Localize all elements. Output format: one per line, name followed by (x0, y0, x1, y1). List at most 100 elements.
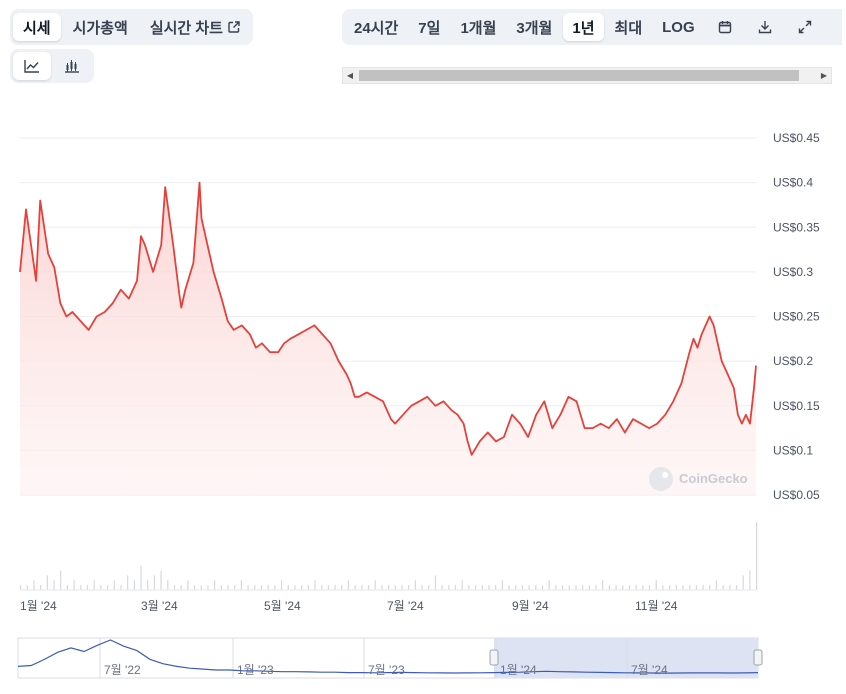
y-axis: US$0.05 US$0.1 US$0.15 US$0.2 US$0.25 US$0.3 U… (773, 131, 820, 502)
volume-bar (682, 585, 684, 590)
x-tick-label: 9월 '24 (512, 599, 549, 613)
y-tick-label: US$0.05 (773, 488, 820, 502)
volume-bar (267, 585, 269, 590)
line-chart-button[interactable] (13, 52, 51, 80)
y-tick-label: US$0.25 (773, 310, 820, 324)
navigator-right-handle[interactable] (753, 649, 763, 666)
volume-bar (461, 580, 463, 590)
range-1y-label: 1년 (572, 19, 595, 37)
range-1m-label: 1개월 (460, 19, 497, 37)
volume-bar (294, 585, 296, 590)
volume-bar (33, 580, 35, 590)
volume-bar (180, 585, 182, 590)
date-range-button[interactable] (706, 13, 744, 41)
price-chart[interactable]: US$0.05 US$0.1 US$0.15 US$0.2 US$0.25 US$0.3 U… (0, 100, 846, 620)
range-1m[interactable]: 1개월 (451, 13, 505, 41)
volume-bar (508, 585, 510, 590)
volume-bar (361, 585, 363, 590)
volume-bar (568, 585, 570, 590)
expand-button[interactable] (786, 13, 824, 41)
volume-bar (287, 585, 289, 590)
volume-bar (481, 585, 483, 590)
range-7d[interactable]: 7일 (409, 13, 449, 41)
volume-bar (234, 585, 236, 590)
volume-bar (80, 585, 82, 590)
range-24h-label: 24시간 (354, 19, 399, 37)
range-3m-label: 3개월 (516, 19, 553, 37)
volume-bar (695, 585, 697, 590)
volume-bar (20, 585, 22, 590)
volume-bar (488, 585, 490, 590)
volume-bar (515, 585, 517, 590)
volume-bar (675, 585, 677, 590)
volume-bar (140, 565, 142, 590)
range-3m[interactable]: 3개월 (507, 13, 561, 41)
volume-bar (575, 585, 577, 590)
scroll-right-icon[interactable]: ▶ (820, 71, 828, 80)
download-button[interactable] (746, 13, 784, 41)
volume-bar (147, 580, 149, 590)
volume-bar (561, 585, 564, 590)
volume-bar (535, 585, 537, 590)
price-line (19, 181, 757, 456)
navigator-label: 1월 '24 (500, 663, 537, 677)
x-tick-label: 1월 '24 (20, 599, 57, 613)
volume-bar (548, 580, 550, 590)
navigator-label: 7월 '22 (104, 663, 141, 677)
scroll-left-icon[interactable]: ◀ (346, 71, 354, 80)
volume-bar (742, 575, 744, 590)
volume-bar (528, 585, 530, 590)
volume-bar (615, 585, 617, 590)
range-max[interactable]: 최대 (606, 13, 652, 41)
coingecko-logo-icon (649, 467, 673, 491)
volume-bar (388, 585, 390, 590)
volume-bar (113, 580, 115, 590)
volume-bar (367, 585, 370, 590)
volume-bar (160, 570, 162, 590)
volume-bar (582, 585, 584, 590)
volume-bar (749, 570, 751, 590)
volume-bar (655, 580, 657, 590)
tab-price[interactable]: 시세 (13, 13, 61, 41)
line-chart-icon (24, 59, 40, 73)
volume-bar (662, 585, 664, 590)
volume-bar (334, 585, 336, 590)
navigator-left-handle[interactable] (489, 649, 499, 666)
volume-bars (20, 522, 758, 591)
range-24h[interactable]: 24시간 (345, 13, 407, 41)
tab-live-chart[interactable]: 실시간 차트 (140, 13, 250, 41)
volume-bar (127, 575, 129, 590)
y-tick-label: US$0.3 (773, 265, 813, 279)
volume-bar (441, 585, 443, 590)
watermark-text: CoinGecko (679, 471, 748, 486)
candlestick-chart-button[interactable] (53, 52, 91, 80)
volume-bar (66, 585, 69, 590)
volume-bar (715, 580, 718, 590)
volume-bar (709, 585, 711, 590)
navigator-labels: 7월 '22 1월 '23 7월 '23 1월 '24 7월 '24 (104, 663, 668, 677)
volume-bar (274, 585, 276, 590)
volume-bar (454, 585, 457, 590)
volume-bar (448, 585, 450, 590)
tab-market-cap[interactable]: 시가총액 (63, 13, 138, 41)
volume-bar (214, 580, 216, 590)
range-log[interactable]: LOG (653, 13, 704, 41)
volume-bar (521, 585, 524, 590)
scrollbar-thumb[interactable] (359, 70, 799, 81)
range-log-label: LOG (662, 18, 695, 36)
volume-bar (729, 585, 731, 590)
range-1y[interactable]: 1년 (563, 13, 604, 41)
volume-bar (628, 585, 631, 590)
view-tabs: 시세 시가총액 실시간 차트 (10, 9, 253, 45)
volume-bar (756, 522, 758, 590)
volume-bar (86, 585, 89, 590)
range-navigator[interactable]: 7월 '22 1월 '23 7월 '23 1월 '24 7월 '24 (0, 630, 846, 690)
volume-bar (428, 585, 430, 590)
y-tick-label: US$0.15 (773, 399, 820, 413)
volume-bar (702, 585, 704, 590)
volume-bar (602, 580, 604, 590)
volume-bar (341, 585, 343, 590)
volume-bar (307, 585, 309, 590)
expand-icon (798, 20, 812, 34)
toolbar-scrollbar[interactable]: ◀ ▶ (342, 67, 832, 84)
